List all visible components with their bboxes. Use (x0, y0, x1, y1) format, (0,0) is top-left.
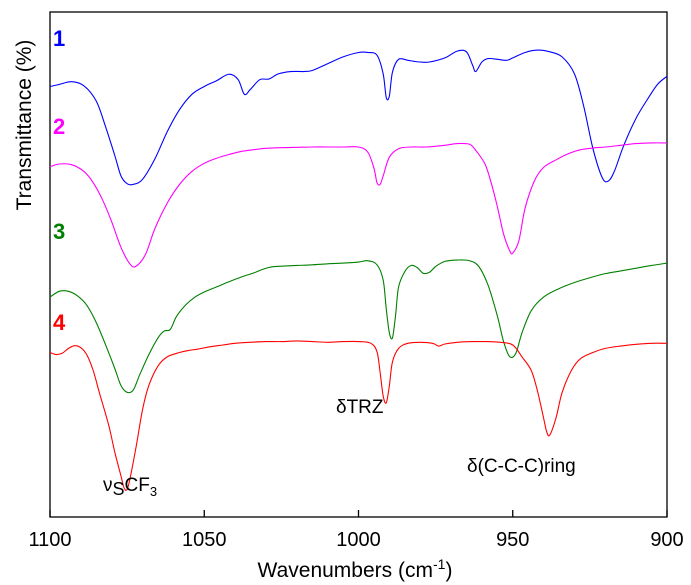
x-tick-label: 1000 (336, 529, 381, 551)
series-label-1: 1 (53, 26, 65, 51)
x-axis-title-end: ) (445, 559, 452, 582)
annotation-delta-trz: δTRZ (336, 397, 384, 418)
x-axis-ticks: 1100 1050 1000 950 900 (28, 510, 684, 551)
annotation-vs-cf3: νSCF3 (103, 475, 157, 499)
annotation-vs-cf3-cf: CF (125, 475, 150, 496)
series-label-3: 3 (53, 219, 65, 244)
plot-frame (49, 11, 668, 518)
annotation-vs-cf3-nu: ν (103, 475, 113, 496)
y-axis-title: Transmittance (%) (13, 40, 36, 211)
annotation-vs-cf3-sub-s: S (113, 479, 125, 499)
x-tick-label: 950 (496, 529, 529, 551)
series-label-2: 2 (53, 114, 65, 139)
x-tick-label: 900 (650, 529, 683, 551)
spectrum-line-2 (49, 142, 668, 268)
series-label-4: 4 (53, 310, 66, 335)
spectrum-line-3 (49, 259, 668, 394)
spectra (49, 49, 668, 491)
x-axis-title: Wavenumbers (cm-1) (258, 556, 453, 582)
x-axis-title-main: Wavenumbers (cm (258, 559, 433, 582)
annotation-vs-cf3-sub-3: 3 (150, 484, 157, 499)
spectrum-line-1 (49, 49, 668, 186)
x-tick-label: 1050 (182, 529, 227, 551)
annotation-delta-ring: δ(C-C-C)ring (467, 456, 576, 477)
x-axis-title-sup: -1 (433, 556, 446, 572)
spectrum-line-4 (49, 340, 668, 491)
x-tick-label: 1100 (28, 529, 71, 551)
